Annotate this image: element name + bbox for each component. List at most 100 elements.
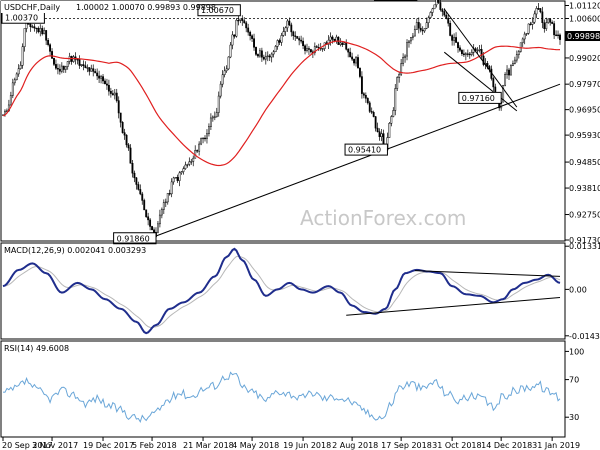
- candle-body: [92, 68, 95, 72]
- candle-body: [308, 48, 310, 50]
- macd-trendline: [414, 270, 561, 277]
- candle-body: [476, 49, 479, 52]
- candle-body: [449, 22, 452, 36]
- candle-body: [88, 67, 91, 72]
- annotation-box: [113, 232, 157, 245]
- time-tick-label: 21 Mar 2018: [183, 441, 234, 450]
- candle-body: [53, 58, 55, 65]
- candle-body: [264, 56, 267, 60]
- candle-body: [182, 168, 185, 172]
- candle-body: [184, 164, 187, 169]
- price-tick-label: 0.92750: [569, 211, 600, 220]
- candle-body: [76, 59, 79, 61]
- candle-body: [170, 181, 173, 195]
- candle-body: [537, 8, 540, 10]
- time-tick-label: 5 Feb 2018: [132, 441, 177, 450]
- candle-body: [286, 20, 289, 29]
- time-tick-label: 3 Nov 2017: [32, 441, 78, 450]
- candle-body: [151, 226, 153, 231]
- macd-axis: 0.013319 0.00 -0.014323: [565, 242, 600, 341]
- candle-body: [78, 59, 81, 66]
- time-tick-label: 17 Sep 2018: [381, 441, 432, 450]
- candle-body: [188, 161, 191, 165]
- candle-body: [380, 133, 383, 137]
- moving-average-line: [2, 40, 561, 167]
- candle-body: [359, 67, 361, 77]
- candle-body: [157, 223, 159, 233]
- candle-body: [290, 24, 293, 33]
- candle-body: [531, 21, 534, 25]
- last-price-box: [565, 31, 600, 42]
- candle-body: [80, 64, 83, 66]
- annotation-box: [373, 0, 418, 2]
- candle-body: [527, 23, 530, 34]
- candle-body: [82, 64, 85, 67]
- candle-body: [84, 65, 87, 68]
- candle-body: [433, 4, 436, 10]
- candle-body: [174, 177, 177, 179]
- candle-body: [233, 34, 236, 37]
- time-tick-label: 19 Dec 2017: [83, 441, 134, 450]
- candle-body: [551, 22, 554, 24]
- candle-body: [478, 49, 481, 51]
- candle-body: [343, 42, 346, 45]
- candle-body: [462, 53, 465, 56]
- candle-body: [455, 37, 457, 43]
- time-tick-label: 14 Dec 2018: [481, 441, 532, 450]
- candle-body: [523, 33, 526, 40]
- candle-body: [396, 77, 399, 89]
- title-backdrop: [1, 1, 169, 13]
- candle-body: [13, 79, 16, 84]
- annotation-box: [458, 91, 502, 104]
- candle-body: [219, 83, 222, 97]
- candle-body: [94, 71, 97, 74]
- candle-body: [504, 74, 507, 86]
- candle-body: [211, 116, 214, 119]
- candle-body: [543, 22, 546, 29]
- candle-body: [213, 116, 216, 118]
- candle-body: [33, 26, 36, 29]
- candle-body: [9, 95, 12, 106]
- candle-body: [200, 138, 203, 145]
- candle-body: [372, 112, 375, 117]
- candle-body: [239, 18, 242, 21]
- time-tick-label: 31 Oct 2018: [432, 441, 481, 450]
- candle-body: [147, 216, 150, 221]
- candle-body: [282, 31, 285, 36]
- candle-body: [539, 8, 542, 13]
- candle-body: [55, 64, 57, 69]
- candle-body: [227, 56, 230, 70]
- candle-body: [43, 30, 46, 35]
- candle-body: [553, 23, 556, 36]
- macd-trendline: [346, 296, 561, 316]
- candle-body: [45, 30, 48, 41]
- candle-body: [162, 202, 165, 210]
- candle-body: [353, 58, 356, 64]
- candle-body: [29, 24, 32, 27]
- candle-body: [280, 35, 283, 43]
- rsi-label: RSI(14) 49.6008: [4, 344, 69, 353]
- candle-body: [347, 49, 350, 53]
- annotation-label: 1.00670: [201, 6, 234, 15]
- candle-body: [513, 59, 516, 64]
- candle-body: [127, 144, 130, 149]
- candle-body: [421, 29, 424, 32]
- candle-body: [229, 44, 232, 58]
- candle-body: [145, 209, 148, 218]
- candle-body: [172, 177, 175, 183]
- time-tick-label: 20 Sep 2017: [2, 441, 53, 450]
- candle-body: [109, 90, 112, 94]
- candle-body: [445, 14, 448, 19]
- candle-body: [141, 193, 144, 201]
- candle-body: [245, 22, 248, 29]
- candle-body: [284, 27, 287, 32]
- rsi-axis: 100 70 30: [565, 347, 584, 422]
- candle-body: [31, 26, 34, 28]
- candle-body: [394, 88, 397, 111]
- last-price-marker: 0.99898: [565, 31, 600, 42]
- candle-body: [559, 34, 561, 40]
- rsi-line: [2, 371, 561, 424]
- candle-body: [119, 112, 122, 123]
- candle-body: [378, 131, 381, 137]
- candle-body: [262, 56, 265, 60]
